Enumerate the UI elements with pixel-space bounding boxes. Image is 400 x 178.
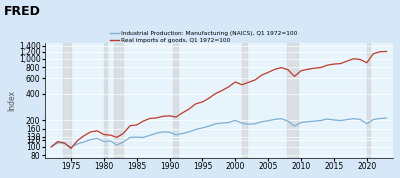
Bar: [367, 43, 370, 158]
Bar: [114, 43, 123, 158]
Bar: [242, 43, 247, 158]
Y-axis label: Index: Index: [7, 90, 16, 111]
Bar: [173, 43, 178, 158]
Text: FRED: FRED: [4, 5, 41, 18]
Bar: [63, 43, 71, 158]
Bar: [104, 43, 107, 158]
Legend: Industrial Production: Manufacturing (NAICS), Q1 1972=100, Real imports of goods: Industrial Production: Manufacturing (NA…: [110, 31, 298, 43]
Bar: [287, 43, 298, 158]
